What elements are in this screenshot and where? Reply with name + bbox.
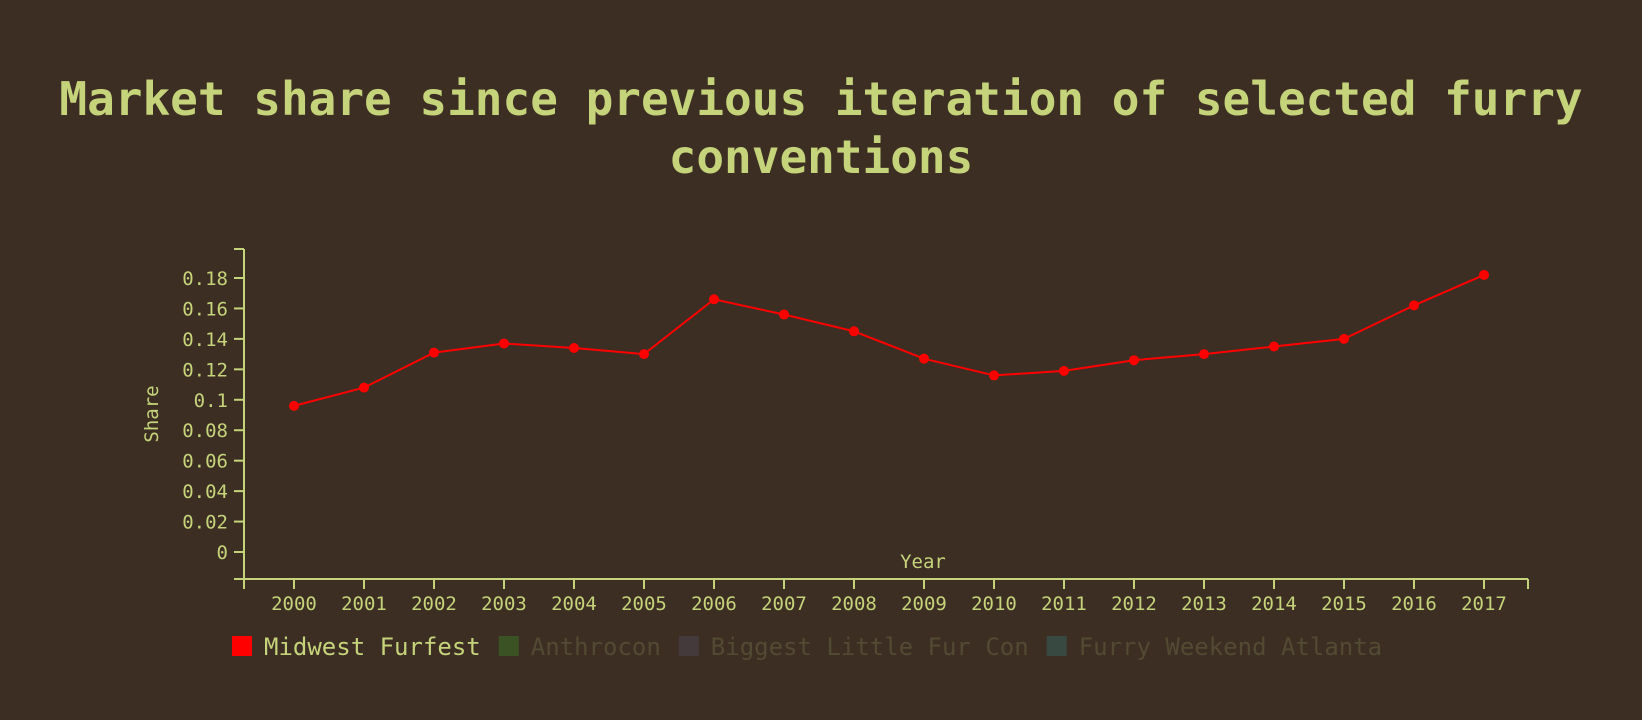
data-point[interactable]	[919, 353, 929, 364]
data-point[interactable]	[1269, 341, 1279, 352]
series-line	[293, 274, 1485, 407]
data-point[interactable]	[359, 382, 369, 393]
y-tick-label: 0.16	[182, 298, 228, 320]
y-tick-label: 0.1	[194, 390, 228, 412]
legend-item[interactable]: Furry Weekend Atlanta	[1046, 633, 1382, 661]
x-tick-label: 2013	[1181, 593, 1227, 615]
x-tick-label: 2003	[481, 593, 527, 615]
x-tick-label: 2009	[901, 593, 947, 615]
data-point[interactable]	[289, 400, 299, 411]
x-tick-label: 2001	[341, 593, 387, 615]
x-tick-label: 2014	[1251, 593, 1297, 615]
legend-label: Midwest Furfest	[264, 633, 481, 661]
y-tick-label: 0.08	[182, 420, 228, 442]
data-point[interactable]	[1059, 365, 1069, 376]
y-axis-label: Share	[141, 385, 163, 442]
legend-item[interactable]: Midwest Furfest	[232, 633, 481, 661]
y-tick-label: 0	[217, 542, 228, 564]
chart-title: Market share since previous iteration of…	[59, 72, 1583, 184]
y-tick-label: 0.12	[182, 359, 228, 381]
x-axis: 2000 2001 2002 2003 2004 2005 2006 2007 2008 2009…	[243, 578, 1529, 615]
data-point[interactable]	[1129, 355, 1139, 366]
x-axis-label: Year	[900, 551, 946, 573]
x-tick-label: 2008	[831, 593, 877, 615]
x-tick-label: 2005	[621, 593, 667, 615]
y-axis: 0 0.02 0.04 0.06 0.08 0.1 0.12 0.14 0.16 0.18	[182, 248, 245, 580]
x-tick-label: 2015	[1321, 593, 1367, 615]
legend-swatch	[678, 636, 699, 656]
x-tick-label: 2000	[271, 593, 317, 615]
data-point[interactable]	[1409, 300, 1419, 311]
data-point[interactable]	[1339, 333, 1349, 344]
data-point[interactable]	[1479, 269, 1489, 280]
x-tick-label: 2016	[1391, 593, 1437, 615]
x-tick-label: 2006	[691, 593, 737, 615]
data-point[interactable]	[429, 347, 439, 358]
series-lines	[293, 274, 1485, 407]
series-points	[289, 269, 1489, 411]
data-point[interactable]	[569, 343, 579, 354]
data-point[interactable]	[1199, 349, 1209, 360]
x-tick-label: 2010	[971, 593, 1017, 615]
data-point[interactable]	[849, 326, 859, 337]
y-tick-label: 0.06	[182, 451, 228, 473]
data-point[interactable]	[989, 370, 999, 381]
data-point[interactable]	[639, 349, 649, 360]
x-tick-label: 2004	[551, 593, 597, 615]
legend: Midwest Furfest Anthrocon Biggest Little F…	[232, 633, 1382, 661]
x-tick-label: 2012	[1111, 593, 1157, 615]
legend-swatch	[498, 636, 519, 656]
x-tick-label: 2011	[1041, 593, 1087, 615]
x-tick-label: 2007	[761, 593, 807, 615]
data-point[interactable]	[499, 338, 509, 349]
y-tick-label: 0.18	[182, 268, 228, 290]
legend-label: Biggest Little Fur Con	[711, 633, 1029, 661]
y-tick-label: 0.04	[182, 481, 228, 503]
legend-swatch	[1046, 636, 1067, 656]
legend-item[interactable]: Biggest Little Fur Con	[678, 633, 1029, 661]
legend-label: Anthrocon	[531, 633, 661, 661]
data-point[interactable]	[709, 294, 719, 305]
y-tick-label: 0.14	[182, 329, 228, 351]
y-tick-label: 0.02	[182, 512, 228, 534]
data-point[interactable]	[779, 309, 789, 320]
legend-label: Furry Weekend Atlanta	[1079, 633, 1382, 661]
x-tick-label: 2002	[411, 593, 457, 615]
legend-swatch	[232, 636, 252, 656]
legend-item[interactable]: Anthrocon	[498, 633, 661, 661]
x-tick-label: 2017	[1461, 593, 1507, 615]
